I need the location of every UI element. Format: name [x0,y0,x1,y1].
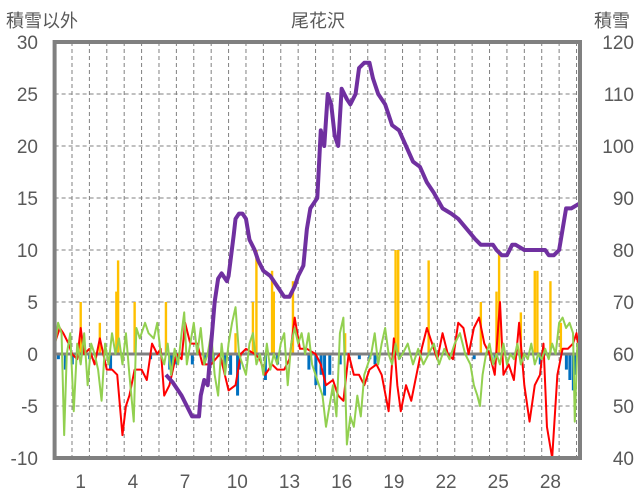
blue-bar [323,354,327,396]
blue-bar [63,354,67,370]
orange-bar [116,260,120,354]
blue-bar [538,354,542,365]
orange-bar [251,302,255,354]
blue-bar [338,354,342,365]
left-tick-label: 10 [17,241,38,262]
right-tick-label: 60 [613,345,634,366]
series-lines [52,40,583,460]
left-tick-label: 30 [17,33,38,54]
orange-bar [255,250,258,354]
x-tick-label: 19 [383,472,404,493]
blue-bar [564,354,568,370]
blue-bar [573,354,577,375]
blue-bar [223,354,227,367]
plot-frame [52,40,583,460]
right-tick-label: 100 [602,137,634,158]
left-axis-title: 積雪以外 [6,11,78,32]
orange-bar [536,270,539,354]
orange-bar [559,322,563,354]
blue-bar [263,354,267,380]
left-tick-label: 5 [27,293,38,314]
x-tick-label: 7 [180,472,191,493]
x-tick-label: 4 [128,472,139,493]
right-tick-label: 50 [613,397,634,418]
orange-bar [164,302,168,354]
right-tick-label: 40 [613,449,634,470]
left-tick-label: 0 [27,345,38,366]
orange-bar [549,281,552,354]
orange-bar [270,270,274,354]
blue-bar [357,354,361,360]
blue-bar [229,354,233,375]
blue-bar [328,354,332,375]
x-tick-label: 22 [435,472,456,493]
x-tick-label: 28 [540,472,561,493]
x-tick-label: 1 [75,472,86,493]
blue-bar [314,354,318,386]
x-tick-label: 16 [331,472,352,493]
right-axis-title: 積雪 [594,11,630,32]
blue-bar [568,354,572,380]
blue-bar [373,354,377,365]
blue-bar [109,354,113,370]
blue-bar [190,354,194,365]
orange-bar [343,333,347,354]
orange-bar [396,250,400,354]
x-tick-label: 25 [488,472,509,493]
blue-bar [472,354,476,360]
blue-bar [169,354,173,375]
left-tick-label: 15 [17,189,38,210]
gridlines [54,42,580,458]
right-tick-label: 110 [604,85,634,106]
x-tick-label: 10 [227,472,248,493]
left-tick-label: -5 [21,397,38,418]
snow-depth-line [164,60,582,419]
left-tick-label: 25 [17,85,38,106]
x-tick-label: 13 [279,472,300,493]
chart-title: 尾花沢 [291,11,345,32]
red-series-line [53,301,581,459]
orange-bar [272,291,276,354]
right-tick-label: 80 [613,241,634,262]
orange-bar [427,260,430,354]
left-tick-label: -10 [11,449,38,470]
blue-bar [307,354,311,370]
green-series-line [53,306,581,446]
orange-bar [533,270,536,354]
orange-bar [291,281,295,354]
left-tick-label: 20 [17,137,38,158]
orange-bar [394,250,397,354]
orange-bar [115,291,118,354]
orange-bar [133,302,136,354]
right-tick-label: 70 [613,293,634,314]
orange-bar [234,333,237,354]
orange-bar [495,291,498,354]
blue-bar [56,354,60,360]
right-tick-label: 120 [602,33,634,54]
right-tick-label: 90 [613,189,634,210]
